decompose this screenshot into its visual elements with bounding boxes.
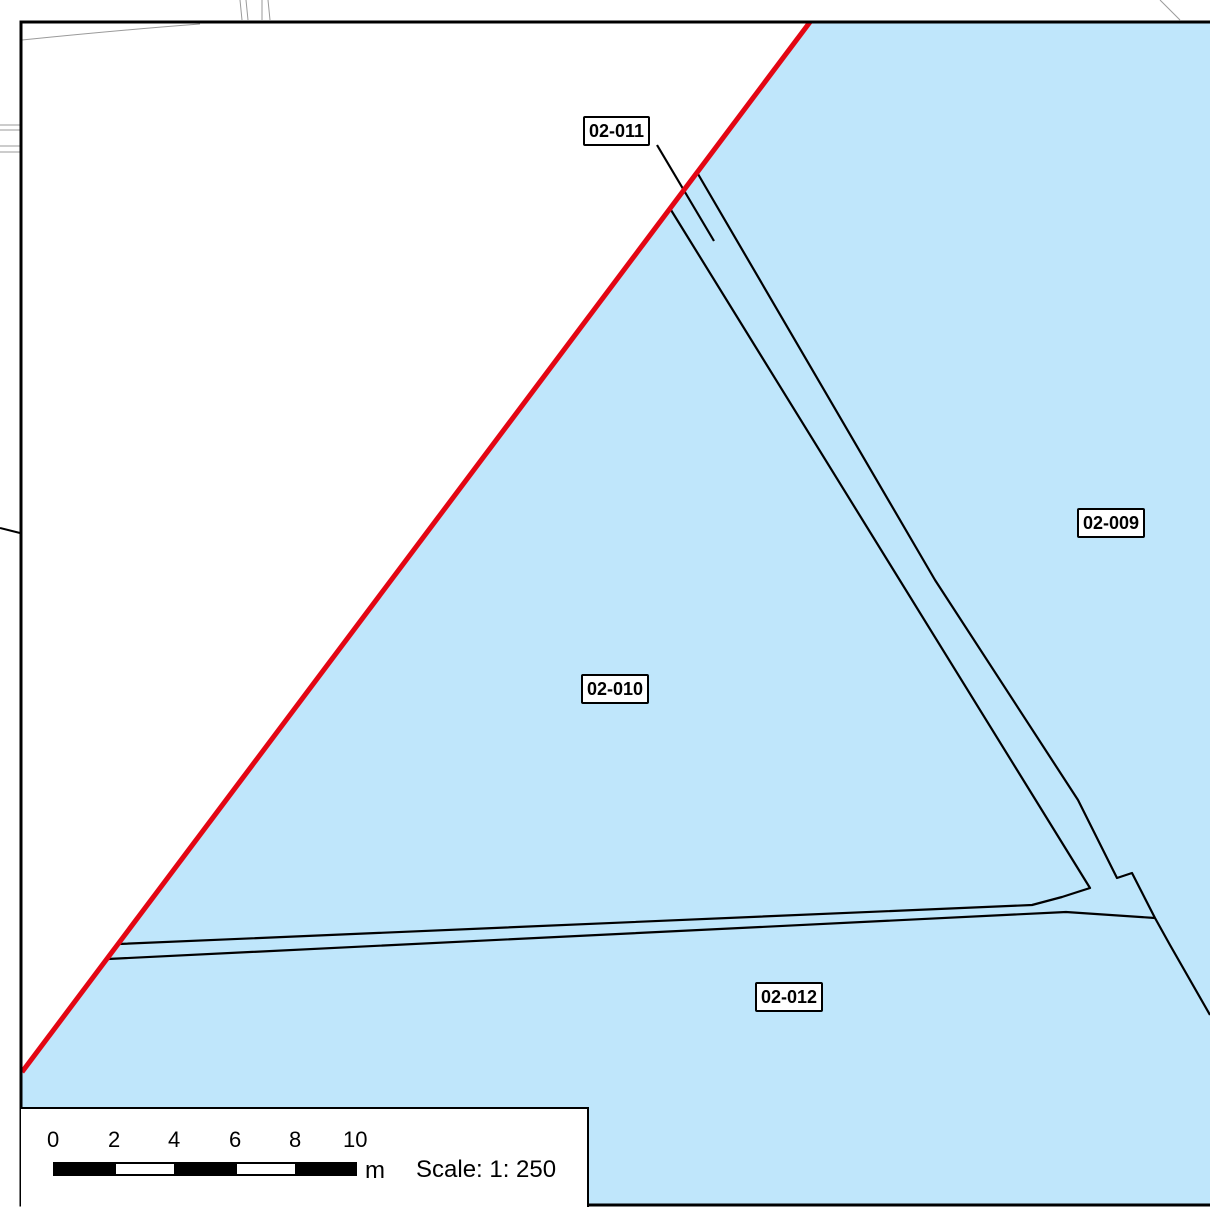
scale-ratio-text: Scale: 1: 250 [416,1156,557,1183]
scale-tick-6: 6 [229,1127,242,1152]
project-boundary-line [20,20,812,1074]
scale-tick-10: 10 [343,1127,368,1152]
map-frame [19,20,1210,1207]
parcel-line-strip-east [697,173,1210,1016]
parcel-label-02-012[interactable]: 02-012 [755,982,824,1012]
scale-bar-segment-1 [53,1162,116,1176]
scale-tick-4: 4 [168,1127,181,1152]
background-linework [0,0,1181,153]
scale-tick-2: 2 [108,1127,121,1152]
scale-bar-panel [21,1107,589,1207]
leader-line-02-011 [656,144,715,242]
parcel-line-south [107,910,1156,961]
scale-tick-8: 8 [289,1127,302,1152]
outer-road-line [0,527,21,534]
scale-bar-segment-4 [235,1162,297,1176]
parcel-fill-area [22,22,1210,1205]
parcel-boundaries [107,144,1210,1016]
scale-tick-0: 0 [47,1127,60,1152]
scale-unit-label: m [365,1157,385,1184]
scale-bar-segment-3 [174,1162,237,1176]
scale-bar-segment-2 [114,1162,176,1176]
scale-bar-segment-5 [295,1162,357,1176]
parcel-label-02-010[interactable]: 02-010 [581,674,650,704]
parcel-label-02-009[interactable]: 02-009 [1077,508,1146,538]
parcel-label-02-011[interactable]: 02-011 [583,116,651,146]
parcel-line-02-010-east [118,209,1092,946]
